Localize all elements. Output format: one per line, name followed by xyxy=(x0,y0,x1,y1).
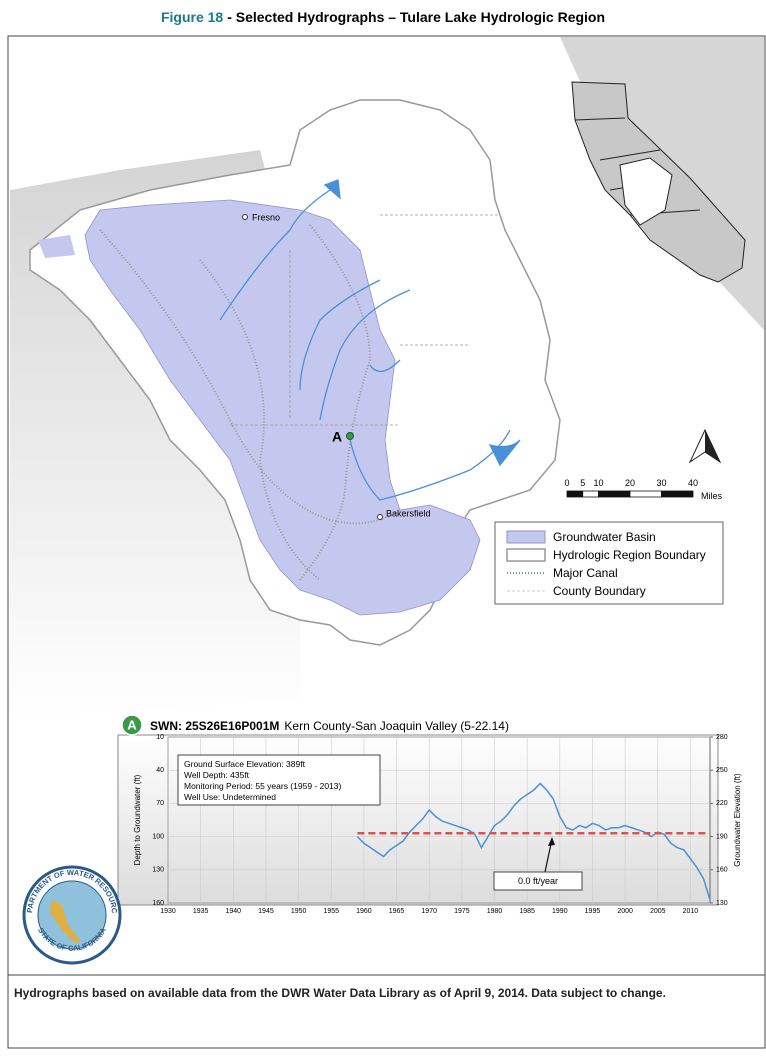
scale-tick-label: 0 xyxy=(564,478,569,488)
canals xyxy=(99,224,401,581)
x-tick-label: 1935 xyxy=(193,908,209,915)
x-tick-label: 1985 xyxy=(519,908,535,915)
x-tick-label: 1990 xyxy=(552,908,568,915)
y2-tick-label: 160 xyxy=(716,867,728,874)
x-tick-label: 1980 xyxy=(487,908,503,915)
legend-label: County Boundary xyxy=(553,584,646,598)
x-tick-label: 2000 xyxy=(617,908,633,915)
x-tick-label: 1960 xyxy=(356,908,372,915)
x-tick-label: 1970 xyxy=(421,908,437,915)
north-arrow-fill xyxy=(705,430,720,462)
inset-regions xyxy=(574,117,701,216)
x-tick-label: 1965 xyxy=(389,908,405,915)
legend: Groundwater Basin Hydrologic Region Bound… xyxy=(553,530,706,598)
legend-label: Major Canal xyxy=(553,566,618,580)
legend-swatch xyxy=(506,548,546,562)
chart-title: SWN: 25S26E16P001M xyxy=(150,719,279,733)
city-dot xyxy=(377,514,383,520)
scale-segment xyxy=(566,490,584,498)
info-line: Monitoring Period: 55 years (1959 - 2013… xyxy=(184,781,342,791)
info-line: Well Depth: 435ft xyxy=(184,770,250,780)
scale-unit: Miles xyxy=(701,491,723,501)
figure-label: Figure 18 xyxy=(161,9,223,25)
county-boundaries xyxy=(230,214,500,426)
x-tick-label: 1930 xyxy=(160,908,176,915)
y2-tick-label: 190 xyxy=(716,833,728,840)
x-tick-label: 1945 xyxy=(258,908,274,915)
chart-heading: SWN: 25S26E16P001M Kern County-San Joaqui… xyxy=(150,719,509,733)
chart-marker-circle xyxy=(121,714,143,736)
info-line: Well Use: Undetermined xyxy=(184,792,276,802)
chart-marker: A xyxy=(127,717,137,732)
figure-title-wrap: Figure 18- Selected Hydrographs – Tulare… xyxy=(161,9,605,25)
info-line: Ground Surface Elevation: 389ft xyxy=(184,759,306,769)
scale-tick-label: 10 xyxy=(593,478,603,488)
annotation-box xyxy=(493,871,583,891)
scale-tick-label: 40 xyxy=(688,478,698,488)
series-line xyxy=(356,782,711,900)
seal-inner xyxy=(37,880,107,950)
y-axis-label: Depth to Groundwater (ft) xyxy=(133,774,142,865)
y2-tick-label: 250 xyxy=(716,767,728,774)
basin-patch xyxy=(38,235,75,258)
x-tick-label: 1995 xyxy=(585,908,601,915)
x-tick-label: 2010 xyxy=(683,908,699,915)
info-box xyxy=(177,754,381,806)
well-dot xyxy=(346,432,354,440)
y-tick-label: 130 xyxy=(152,867,164,874)
figure-title: - Selected Hydrographs – Tulare Lake Hyd… xyxy=(227,9,605,25)
groundwater-basin xyxy=(84,199,481,616)
x-tick-label: 1940 xyxy=(226,908,242,915)
y-tick-label: 40 xyxy=(156,767,164,774)
annotation-arrowhead xyxy=(548,837,555,846)
seal-state xyxy=(50,900,80,944)
city-label: Fresno xyxy=(252,212,280,222)
rivers xyxy=(219,179,521,501)
well-label: A xyxy=(332,429,342,445)
scale-tick-label: 30 xyxy=(656,478,666,488)
legend-swatch xyxy=(506,530,546,544)
chart-subtitle: Kern County-San Joaquin Valley (5-22.14) xyxy=(284,719,509,733)
scale-segment xyxy=(629,490,662,498)
annotation: 0.0 ft/year xyxy=(518,876,558,886)
y-tick-label: 70 xyxy=(156,800,164,807)
x-tick-label: 1955 xyxy=(323,908,339,915)
legend-label: Hydrologic Region Boundary xyxy=(553,548,706,562)
scale-segment xyxy=(582,490,599,498)
y-tick-label: 10 xyxy=(156,734,164,741)
y2-axis-label: Groundwater Elevation (ft) xyxy=(733,773,742,867)
y-tick-label: 160 xyxy=(152,900,164,907)
y2-tick-label: 280 xyxy=(716,734,728,741)
scale-tick-label: 20 xyxy=(625,478,635,488)
city-dot xyxy=(242,214,248,220)
city-label: Bakersfield xyxy=(386,508,431,518)
x-tick-label: 2005 xyxy=(650,908,666,915)
y2-tick-label: 220 xyxy=(716,800,728,807)
scale-tick-label: 5 xyxy=(580,478,585,488)
inset-highlight xyxy=(619,157,673,226)
scale-segment xyxy=(661,490,694,498)
footer-note: Hydrographs based on available data from… xyxy=(14,986,666,1000)
hydrograph: 10 40 70 100 130 160 280 250 220 190 160 130 1930 193… xyxy=(133,734,742,915)
x-tick-label: 1975 xyxy=(454,908,470,915)
y2-tick-label: 130 xyxy=(716,900,728,907)
basin-patch xyxy=(140,290,215,410)
y-tick-label: 100 xyxy=(152,833,164,840)
x-tick-label: 1950 xyxy=(291,908,307,915)
scale-segment xyxy=(598,490,631,498)
legend-label: Groundwater Basin xyxy=(553,530,656,544)
